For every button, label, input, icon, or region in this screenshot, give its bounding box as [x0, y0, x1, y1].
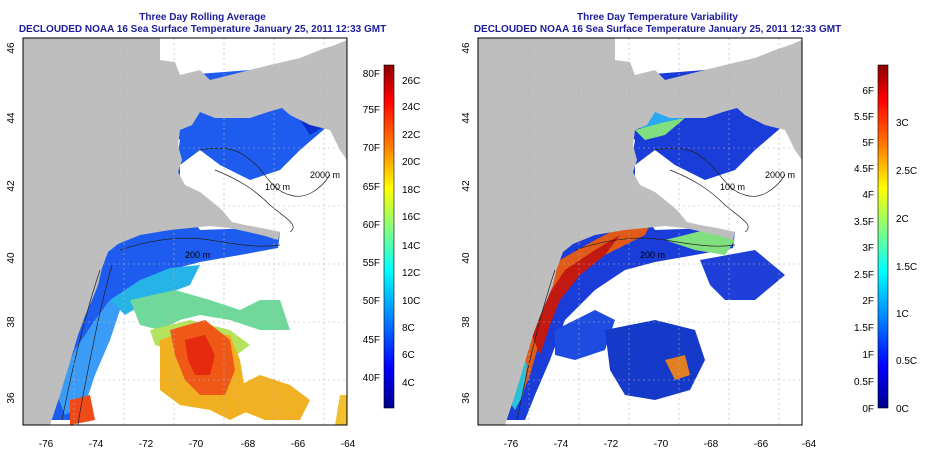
lon-tick-label: -66 — [291, 439, 306, 450]
colorbar-f-label: 3F — [862, 243, 874, 254]
fahrenheit-ticks: 0F 0.5F 1F 1.5F 2F 2.5F 3F 3.5F 4F 4.5F … — [854, 86, 874, 415]
colorbar-f-label: 5.5F — [854, 112, 874, 123]
colorbar-c-label: 0.5C — [896, 356, 917, 367]
colorbar-f-label: 70F — [363, 143, 380, 154]
left-map-subtitle: DECLOUDED NOAA 16 Sea Surface Temperatur… — [18, 24, 387, 35]
colorbar-f-label: 60F — [363, 220, 380, 231]
lat-tick-label: 36 — [6, 392, 17, 404]
lat-tick-label: 38 — [461, 316, 472, 328]
colorbar-c-label: 0C — [896, 404, 909, 415]
lat-tick-label: 42 — [6, 180, 17, 192]
longitude-axis: -76 -74 -72 -70 -68 -66 -64 — [39, 439, 356, 450]
gridlines — [23, 38, 347, 425]
colorbar-f-label: 2F — [862, 296, 874, 307]
contour-label: 200 m — [640, 250, 665, 260]
lat-tick-label: 36 — [461, 392, 472, 404]
lon-tick-label: -72 — [139, 439, 154, 450]
colorbar-f-label: 65F — [363, 182, 380, 193]
colorbar-c-label: 2C — [896, 214, 909, 225]
longitude-axis: -76 -74 -72 -70 -68 -66 -64 — [504, 439, 817, 450]
colorbar-c-label: 12C — [402, 268, 420, 279]
colorbar-f-label: 75F — [363, 105, 380, 116]
colorbar-c-label: 1.5C — [896, 262, 917, 273]
colorbar-f-label: 6F — [862, 86, 874, 97]
colorbar-c-label: 3C — [896, 118, 909, 129]
lat-tick-label: 46 — [461, 42, 472, 54]
lat-tick-label: 42 — [461, 180, 472, 192]
gridlines — [478, 38, 802, 425]
bathymetry-contours — [516, 147, 786, 421]
colorbar-f-label: 4.5F — [854, 164, 874, 175]
lon-tick-label: -68 — [241, 439, 256, 450]
colorbar-f-label: 4F — [862, 190, 874, 201]
colorbar-ramp — [877, 64, 889, 409]
left-sst-map: 100 m 2000 m 200 m 36 38 40 42 44 46 -76… — [6, 37, 356, 450]
colorbar-c-label: 2.5C — [896, 166, 917, 177]
colorbar-f-label: 1.5F — [854, 323, 874, 334]
colorbar-c-label: 20C — [402, 157, 420, 168]
colorbar-c-label: 26C — [402, 76, 420, 87]
land-mass — [478, 38, 802, 425]
lat-tick-label: 40 — [6, 252, 17, 264]
lon-tick-label: -74 — [89, 439, 104, 450]
colorbar-c-label: 24C — [402, 102, 420, 113]
lat-tick-label: 40 — [461, 252, 472, 264]
colorbar-f-label: 45F — [363, 335, 380, 346]
colorbar-c-label: 10C — [402, 296, 420, 307]
right-colorbar: 0F 0.5F 1F 1.5F 2F 2.5F 3F 3.5F 4F 4.5F … — [854, 64, 917, 415]
fahrenheit-ticks: 40F 45F 50F 55F 60F 65F 70F 75F 80F — [363, 69, 380, 384]
lat-tick-label: 46 — [6, 42, 17, 54]
colorbar-c-label: 1C — [896, 309, 909, 320]
lat-tick-label: 44 — [6, 112, 17, 124]
left-colorbar: 40F 45F 50F 55F 60F 65F 70F 75F 80F 4C 6… — [363, 64, 420, 409]
contour-label: 200 m — [185, 250, 210, 260]
lon-tick-label: -70 — [189, 439, 204, 450]
colorbar-f-label: 50F — [363, 296, 380, 307]
colorbar-f-label: 0F — [862, 404, 874, 415]
colorbar-f-label: 1F — [862, 350, 874, 361]
contour-label: 100 m — [265, 182, 290, 192]
lon-tick-label: -66 — [754, 439, 769, 450]
right-map-subtitle: DECLOUDED NOAA 16 Sea Surface Temperatur… — [473, 24, 842, 35]
left-map-title: Three Day Rolling Average — [139, 12, 266, 23]
lon-tick-label: -64 — [341, 439, 356, 450]
colorbar-c-label: 8C — [402, 323, 415, 334]
lat-tick-label: 38 — [6, 316, 17, 328]
lon-tick-label: -74 — [554, 439, 569, 450]
map-frame — [22, 37, 348, 426]
right-variability-map: 100 m 2000 m 200 m 36 38 40 42 44 46 -76… — [461, 37, 817, 450]
contour-label: 100 m — [720, 182, 745, 192]
map-frame — [477, 37, 803, 426]
lon-tick-label: -76 — [39, 439, 54, 450]
land-mass — [23, 38, 347, 425]
colorbar-f-label: 40F — [363, 373, 380, 384]
colorbar-c-label: 16C — [402, 212, 420, 223]
colorbar-c-label: 22C — [402, 130, 420, 141]
celsius-ticks: 0C 0.5C 1C 1.5C 2C 2.5C 3C — [896, 118, 917, 415]
colorbar-f-label: 3.5F — [854, 217, 874, 228]
colorbar-c-label: 14C — [402, 241, 420, 252]
lat-tick-label: 44 — [461, 112, 472, 124]
colorbar-f-label: 80F — [363, 69, 380, 80]
colorbar-f-label: 0.5F — [854, 377, 874, 388]
contour-label: 2000 m — [310, 170, 340, 180]
colorbar-f-label: 55F — [363, 258, 380, 269]
colorbar-f-label: 2.5F — [854, 270, 874, 281]
colorbar-ramp — [383, 64, 395, 409]
bathymetry-contours — [61, 147, 331, 425]
contour-label: 2000 m — [765, 170, 795, 180]
lon-tick-label: -68 — [704, 439, 719, 450]
colorbar-c-label: 4C — [402, 378, 415, 389]
right-map-title: Three Day Temperature Variability — [577, 12, 738, 23]
lon-tick-label: -76 — [504, 439, 519, 450]
colorbar-f-label: 5F — [862, 138, 874, 149]
lon-tick-label: -72 — [604, 439, 619, 450]
colorbar-c-label: 18C — [402, 185, 420, 196]
latitude-axis: 36 38 40 42 44 46 — [6, 42, 17, 404]
lon-tick-label: -70 — [654, 439, 669, 450]
latitude-axis: 36 38 40 42 44 46 — [461, 42, 472, 404]
lon-tick-label: -64 — [802, 439, 817, 450]
celsius-ticks: 4C 6C 8C 10C 12C 14C 16C 18C 20C 22C 24C… — [402, 76, 420, 389]
colorbar-c-label: 6C — [402, 350, 415, 361]
